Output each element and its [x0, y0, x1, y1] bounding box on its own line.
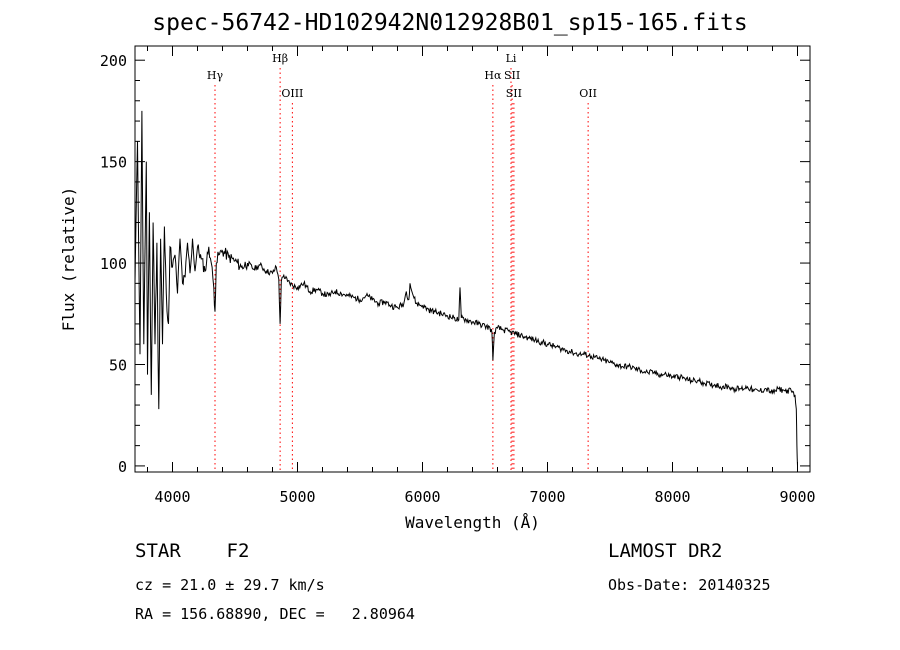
line-label: Hγ: [207, 69, 224, 82]
x-tick-label: 8000: [654, 488, 690, 506]
obs-date: Obs-Date: 20140325: [608, 576, 771, 594]
redshift-text: cz = 21.0 ± 29.7 km/s: [135, 576, 325, 594]
object-class: STAR F2: [135, 540, 250, 562]
spectrum-line: [134, 110, 798, 466]
plot-frame: [134, 45, 811, 473]
x-tick-label: 9000: [779, 488, 815, 506]
y-tick-label: 100: [100, 255, 127, 273]
line-label: Hα: [484, 69, 502, 82]
line-label: Hβ: [272, 52, 288, 65]
line-label: SII: [506, 87, 522, 100]
y-tick-label: 50: [109, 356, 127, 374]
line-label: SII: [504, 69, 520, 82]
y-tick-label: 150: [100, 154, 127, 172]
line-label: Li: [506, 52, 517, 65]
x-tick-label: 4000: [154, 488, 190, 506]
line-label: OIII: [281, 87, 303, 100]
x-tick-label: 5000: [279, 488, 315, 506]
y-axis-label: Flux (relative): [59, 187, 78, 332]
x-axis-label: Wavelength (Å): [405, 513, 540, 532]
x-tick-label: 6000: [404, 488, 440, 506]
survey-label: LAMOST DR2: [608, 540, 723, 562]
line-label: OII: [579, 87, 597, 100]
chart-title: spec-56742-HD102942N012928B01_sp15-165.f…: [152, 10, 748, 36]
y-tick-label: 0: [118, 458, 127, 476]
y-tick-label: 200: [100, 52, 127, 70]
coordinates-text: RA = 156.68890, DEC = 2.80964: [135, 605, 415, 623]
x-tick-label: 7000: [529, 488, 565, 506]
